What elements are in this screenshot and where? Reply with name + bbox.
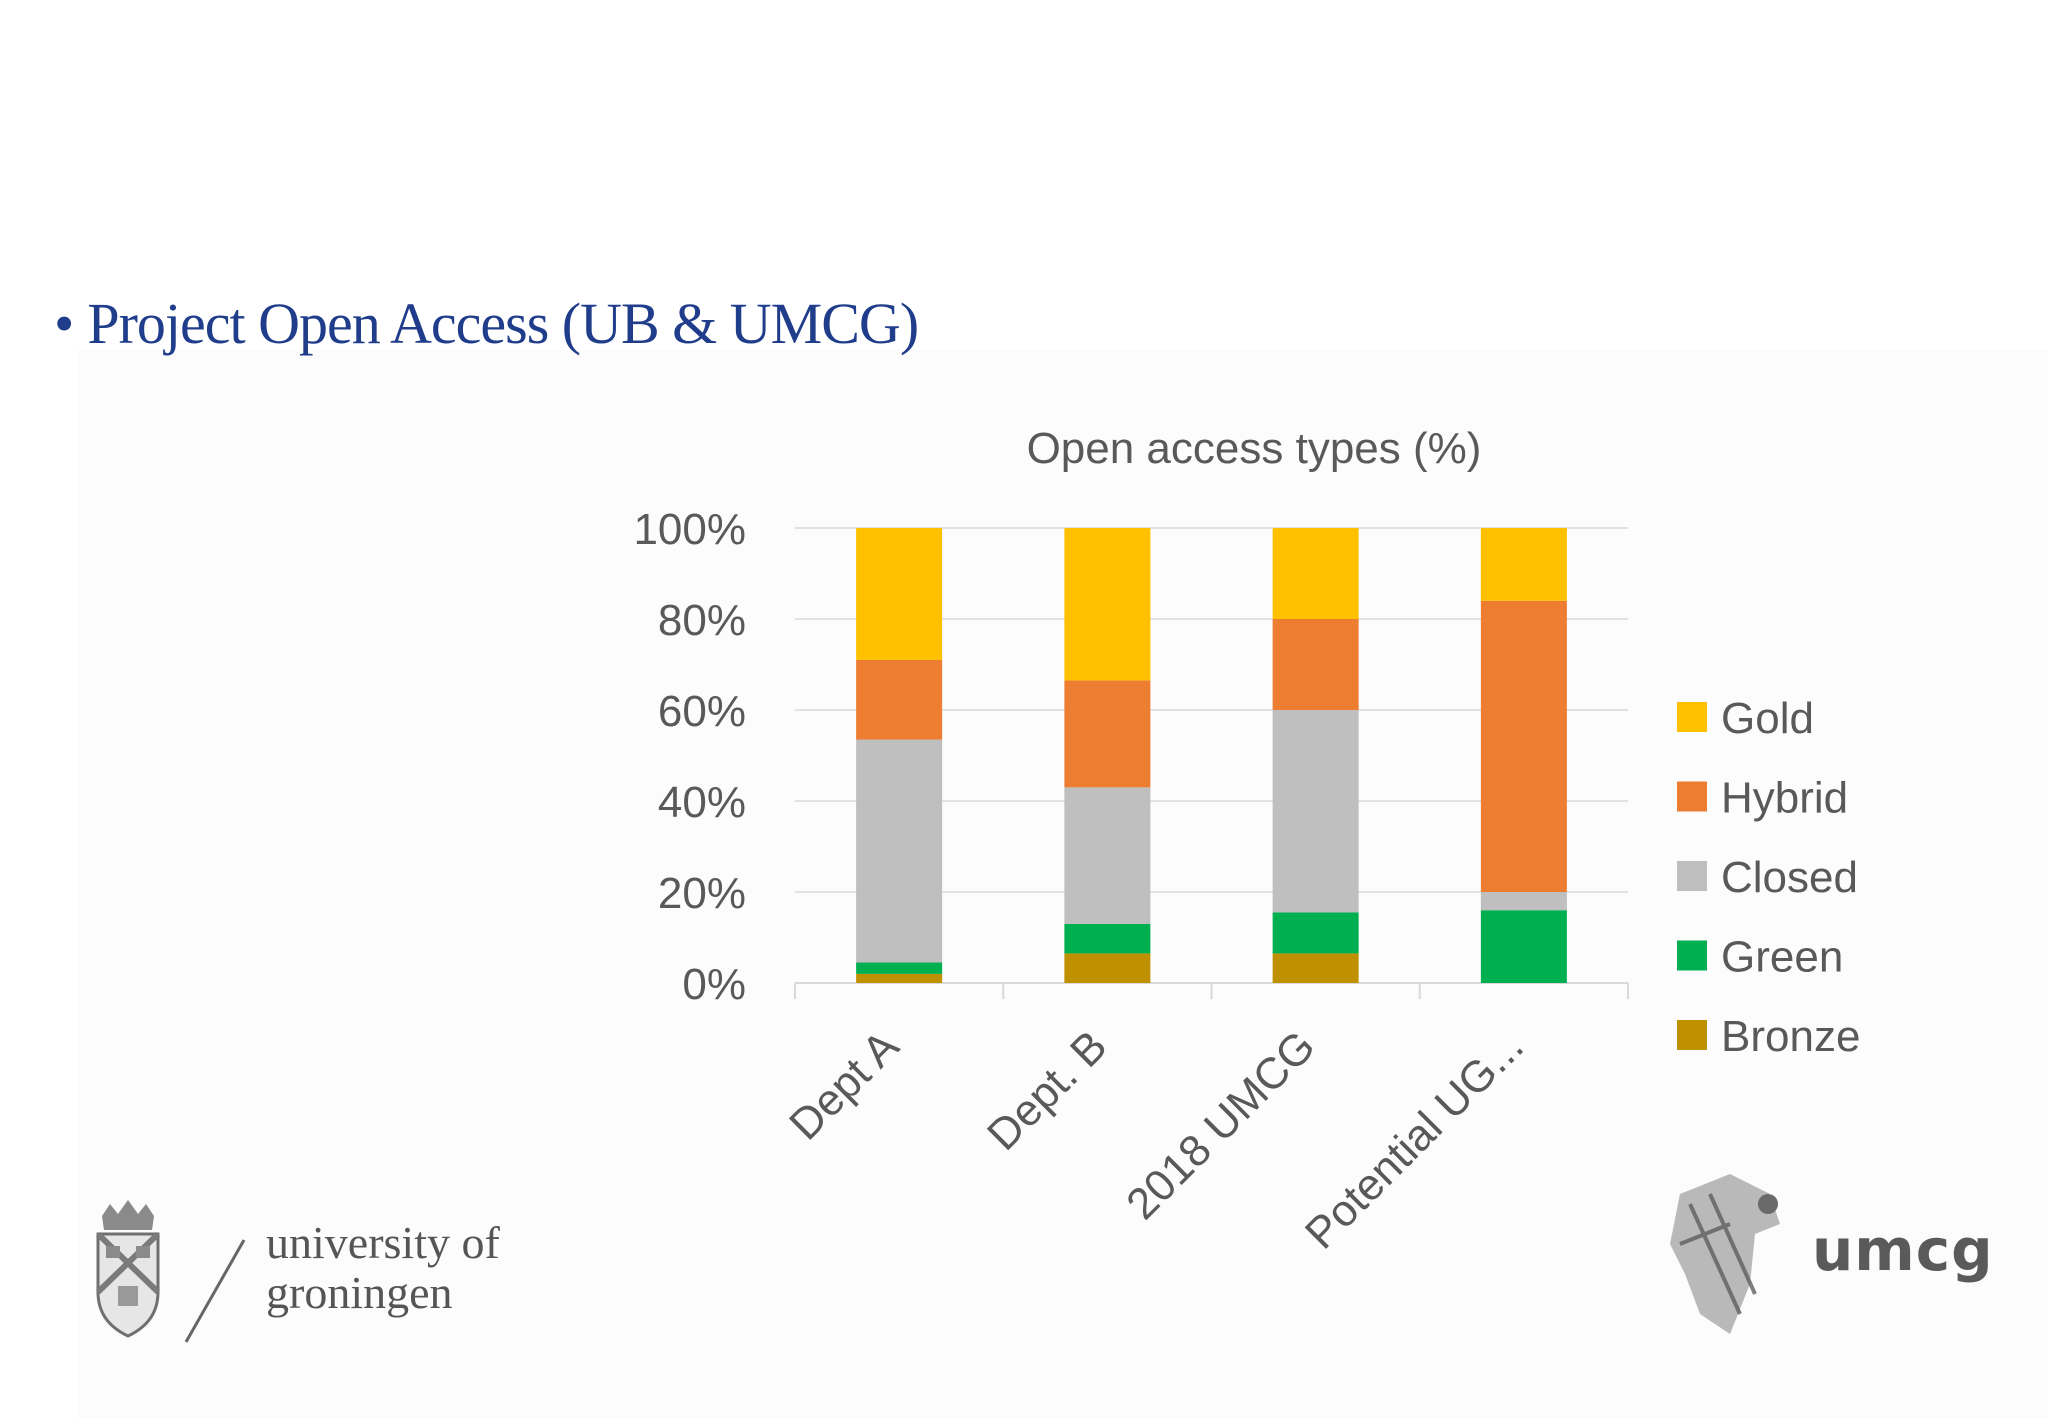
bar-hybrid-4 bbox=[1480, 600, 1567, 892]
university-name: university of groningen bbox=[266, 1218, 500, 1318]
bar-hybrid-1 bbox=[856, 659, 943, 740]
y-tick-label: 0% bbox=[682, 960, 746, 1009]
x-category-label: Potential UG... bbox=[1296, 1021, 1533, 1258]
bar-closed-4 bbox=[1480, 892, 1567, 911]
y-tick-label: 60% bbox=[658, 687, 746, 736]
y-tick-label: 20% bbox=[658, 869, 746, 918]
y-tick-label: 40% bbox=[658, 778, 746, 827]
university-crest-icon bbox=[95, 1200, 161, 1338]
y-tick-label: 100% bbox=[633, 505, 746, 554]
bar-gold-1 bbox=[856, 528, 943, 660]
bar-green-1 bbox=[856, 962, 943, 974]
bar-hybrid-2 bbox=[1064, 680, 1151, 788]
legend-swatch-hybrid bbox=[1677, 781, 1707, 812]
university-name-line1: university of bbox=[266, 1217, 500, 1268]
chart-title: Open access types (%) bbox=[1027, 424, 1482, 473]
legend-swatch-closed bbox=[1677, 861, 1707, 891]
umcg-wordmark: umcg bbox=[1812, 1216, 1994, 1284]
x-category-label: 2018 UMCG bbox=[1117, 1021, 1325, 1229]
legend-label-gold: Gold bbox=[1721, 694, 1814, 743]
bar-closed-3 bbox=[1272, 710, 1359, 913]
bar-green-2 bbox=[1064, 923, 1151, 954]
legend-label-hybrid: Hybrid bbox=[1721, 774, 1848, 823]
bar-closed-2 bbox=[1064, 787, 1151, 924]
x-category-label: Dept. B bbox=[978, 1021, 1116, 1159]
umcg-bird-emblem-icon bbox=[1670, 1174, 1780, 1334]
logo-divider-slash bbox=[184, 1239, 246, 1343]
bar-gold-4 bbox=[1480, 528, 1567, 601]
umcg-logo: umcg bbox=[1660, 1164, 1993, 1344]
legend-label-bronze: Bronze bbox=[1721, 1012, 1860, 1061]
bullet-text: Project Open Access (UB & UMCG) bbox=[87, 291, 919, 356]
bullet-dot: • bbox=[54, 291, 74, 356]
bullet-title: • Project Open Access (UB & UMCG) bbox=[54, 290, 919, 357]
legend-label-closed: Closed bbox=[1721, 853, 1858, 902]
legend-swatch-bronze bbox=[1677, 1020, 1707, 1050]
bar-bronze-2 bbox=[1064, 953, 1151, 983]
bar-bronze-1 bbox=[856, 973, 943, 983]
legend-label-green: Green bbox=[1721, 933, 1843, 982]
bar-gold-2 bbox=[1064, 528, 1151, 681]
x-category-label: Dept A bbox=[780, 1021, 909, 1150]
university-name-line2: groningen bbox=[266, 1267, 453, 1318]
legend-swatch-gold bbox=[1677, 702, 1707, 732]
bar-hybrid-3 bbox=[1272, 619, 1359, 710]
bar-green-4 bbox=[1480, 910, 1567, 983]
bar-gold-3 bbox=[1272, 528, 1359, 619]
bar-bronze-3 bbox=[1272, 953, 1359, 983]
y-tick-label: 80% bbox=[658, 596, 746, 645]
bar-closed-1 bbox=[856, 739, 943, 963]
bar-green-3 bbox=[1272, 912, 1359, 954]
university-of-groningen-logo: university of groningen bbox=[88, 1198, 508, 1343]
legend-swatch-green bbox=[1677, 940, 1707, 971]
